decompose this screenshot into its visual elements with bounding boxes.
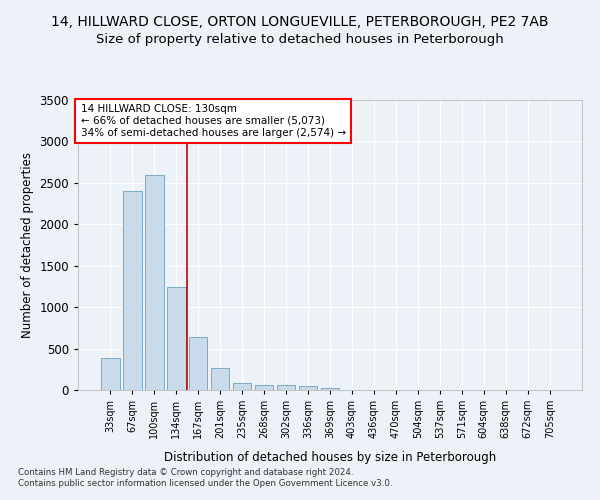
Bar <box>277 386 295 390</box>
Bar <box>123 191 142 390</box>
Text: 14 HILLWARD CLOSE: 130sqm
← 66% of detached houses are smaller (5,073)
34% of se: 14 HILLWARD CLOSE: 130sqm ← 66% of detac… <box>80 104 346 138</box>
Bar <box>211 368 229 390</box>
Bar <box>101 358 119 390</box>
Bar <box>167 288 185 390</box>
Text: Distribution of detached houses by size in Peterborough: Distribution of detached houses by size … <box>164 451 496 464</box>
Bar <box>320 388 340 390</box>
Text: 14, HILLWARD CLOSE, ORTON LONGUEVILLE, PETERBOROUGH, PE2 7AB: 14, HILLWARD CLOSE, ORTON LONGUEVILLE, P… <box>51 15 549 29</box>
Bar <box>189 337 208 390</box>
Bar <box>145 174 164 390</box>
Text: Size of property relative to detached houses in Peterborough: Size of property relative to detached ho… <box>96 32 504 46</box>
Y-axis label: Number of detached properties: Number of detached properties <box>21 152 34 338</box>
Bar <box>299 386 317 390</box>
Bar <box>233 382 251 390</box>
Text: Contains HM Land Registry data © Crown copyright and database right 2024.
Contai: Contains HM Land Registry data © Crown c… <box>18 468 392 487</box>
Bar <box>255 385 274 390</box>
